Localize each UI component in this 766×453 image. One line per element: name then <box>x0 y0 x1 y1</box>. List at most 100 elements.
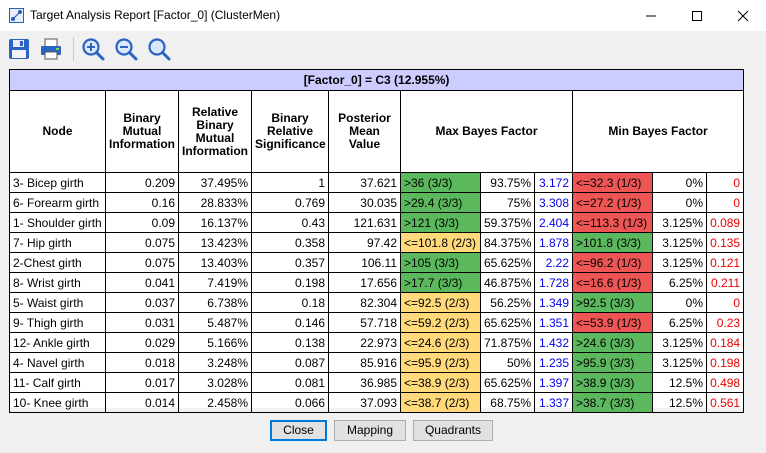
maximize-button[interactable] <box>674 0 720 31</box>
header-node: Node <box>9 90 106 173</box>
close-icon <box>737 10 749 22</box>
cell-node: 2-Chest girth <box>9 252 106 273</box>
toolbar-separator <box>73 37 74 61</box>
quadrants-button[interactable]: Quadrants <box>413 420 493 441</box>
cell-min-val: 0.211 <box>705 272 745 293</box>
close-window-button[interactable] <box>720 0 766 31</box>
cell-brs: 0.081 <box>251 372 329 393</box>
table-caption: [Factor_0] = C3 (12.955%) <box>8 69 745 91</box>
cell-rbmi: 13.403% <box>178 252 252 273</box>
mapping-button[interactable]: Mapping <box>334 420 406 441</box>
cell-max-text: <=24.6 (2/3) <box>400 332 481 353</box>
maximize-icon <box>692 11 702 21</box>
cell-pmv: 37.621 <box>328 172 401 193</box>
cell-max-val: 1.337 <box>534 392 573 413</box>
cell-min-pct: 3.125% <box>652 232 707 253</box>
cell-max-pct: 75% <box>480 192 535 213</box>
cell-bmi: 0.037 <box>105 292 179 313</box>
cell-min-text: >38.7 (3/3) <box>572 392 653 413</box>
cell-bmi: 0.018 <box>105 352 179 373</box>
cell-min-val: 0 <box>705 172 745 193</box>
cell-max-val: 1.432 <box>534 332 573 353</box>
cell-min-pct: 0% <box>652 292 707 313</box>
cell-min-text: <=53.9 (1/3) <box>572 312 653 333</box>
cell-rbmi: 3.028% <box>178 372 252 393</box>
header-relative-binary-mutual-information: Relative Binary Mutual Information <box>178 90 252 173</box>
cell-rbmi: 5.166% <box>178 332 252 353</box>
cell-bmi: 0.09 <box>105 212 179 233</box>
cell-min-pct: 0% <box>652 172 707 193</box>
cell-max-val: 1.728 <box>534 272 573 293</box>
cell-brs: 0.198 <box>251 272 329 293</box>
cell-min-text: >38.9 (3/3) <box>572 372 653 393</box>
cell-max-pct: 56.25% <box>480 292 535 313</box>
save-button[interactable] <box>5 35 33 63</box>
cell-max-pct: 46.875% <box>480 272 535 293</box>
cell-max-val: 1.878 <box>534 232 573 253</box>
cell-max-text: >105 (3/3) <box>400 252 481 273</box>
cell-bmi: 0.075 <box>105 232 179 253</box>
cell-brs: 0.43 <box>251 212 329 233</box>
cell-min-pct: 12.5% <box>652 372 707 393</box>
zoom-reset-button[interactable] <box>145 35 173 63</box>
save-icon <box>9 39 29 59</box>
cell-max-pct: 65.625% <box>480 372 535 393</box>
cell-min-val: 0.089 <box>705 212 745 233</box>
cell-brs: 0.138 <box>251 332 329 353</box>
zoom-out-icon <box>115 38 138 61</box>
cell-min-text: >92.5 (3/3) <box>572 292 653 313</box>
cell-min-val: 0 <box>705 292 745 313</box>
cell-max-val: 1.351 <box>534 312 573 333</box>
cell-brs: 0.18 <box>251 292 329 313</box>
cell-rbmi: 2.458% <box>178 392 252 413</box>
cell-node: 10- Knee girth <box>9 392 106 413</box>
cell-brs: 1 <box>251 172 329 193</box>
table-row: 9- Thigh girth 0.031 5.487% 0.146 57.718 <=59… <box>9 312 745 333</box>
cell-min-text: <=16.6 (1/3) <box>572 272 653 293</box>
cell-brs: 0.769 <box>251 192 329 213</box>
cell-bmi: 0.031 <box>105 312 179 333</box>
cell-node: 7- Hip girth <box>9 232 106 253</box>
toolbar <box>0 31 766 67</box>
cell-pmv: 85.916 <box>328 352 401 373</box>
cell-max-text: <=101.8 (2/3) <box>400 232 481 253</box>
cell-pmv: 37.093 <box>328 392 401 413</box>
cell-rbmi: 7.419% <box>178 272 252 293</box>
table-row: 12- Ankle girth 0.029 5.166% 0.138 22.973 <=2… <box>9 332 745 353</box>
cell-min-pct: 12.5% <box>652 392 707 413</box>
cell-brs: 0.087 <box>251 352 329 373</box>
cell-min-val: 0.135 <box>705 232 745 253</box>
cell-bmi: 0.209 <box>105 172 179 193</box>
table-row: 3- Bicep girth 0.209 37.495% 1 37.621 >36 (3/… <box>9 172 745 193</box>
app-icon <box>9 8 24 23</box>
zoom-in-icon <box>82 38 105 61</box>
minimize-button[interactable] <box>628 0 674 31</box>
header-binary-relative-significance: Binary Relative Significance <box>251 90 329 173</box>
cell-max-text: <=95.9 (2/3) <box>400 352 481 373</box>
cell-max-pct: 59.375% <box>480 212 535 233</box>
cell-pmv: 17.656 <box>328 272 401 293</box>
print-button[interactable] <box>37 35 65 63</box>
close-button[interactable]: Close <box>270 420 327 441</box>
cell-bmi: 0.014 <box>105 392 179 413</box>
cell-max-val: 2.22 <box>534 252 573 273</box>
cell-pmv: 106.11 <box>328 252 401 273</box>
cell-max-val: 3.172 <box>534 172 573 193</box>
zoom-in-button[interactable] <box>79 35 107 63</box>
cell-max-pct: 50% <box>480 352 535 373</box>
zoom-out-button[interactable] <box>112 35 140 63</box>
table-row: 1- Shoulder girth 0.09 16.137% 0.43 121.631 >… <box>9 212 745 233</box>
cell-rbmi: 3.248% <box>178 352 252 373</box>
cell-max-pct: 65.625% <box>480 252 535 273</box>
cell-max-text: <=38.9 (2/3) <box>400 372 481 393</box>
table-row: 6- Forearm girth 0.16 28.833% 0.769 30.035 >2… <box>9 192 745 213</box>
cell-pmv: 121.631 <box>328 212 401 233</box>
cell-node: 3- Bicep girth <box>9 172 106 193</box>
cell-max-text: >17.7 (3/3) <box>400 272 481 293</box>
cell-max-val: 1.397 <box>534 372 573 393</box>
cell-node: 1- Shoulder girth <box>9 212 106 233</box>
cell-bmi: 0.075 <box>105 252 179 273</box>
cell-max-val: 2.404 <box>534 212 573 233</box>
cell-pmv: 30.035 <box>328 192 401 213</box>
cell-max-pct: 84.375% <box>480 232 535 253</box>
